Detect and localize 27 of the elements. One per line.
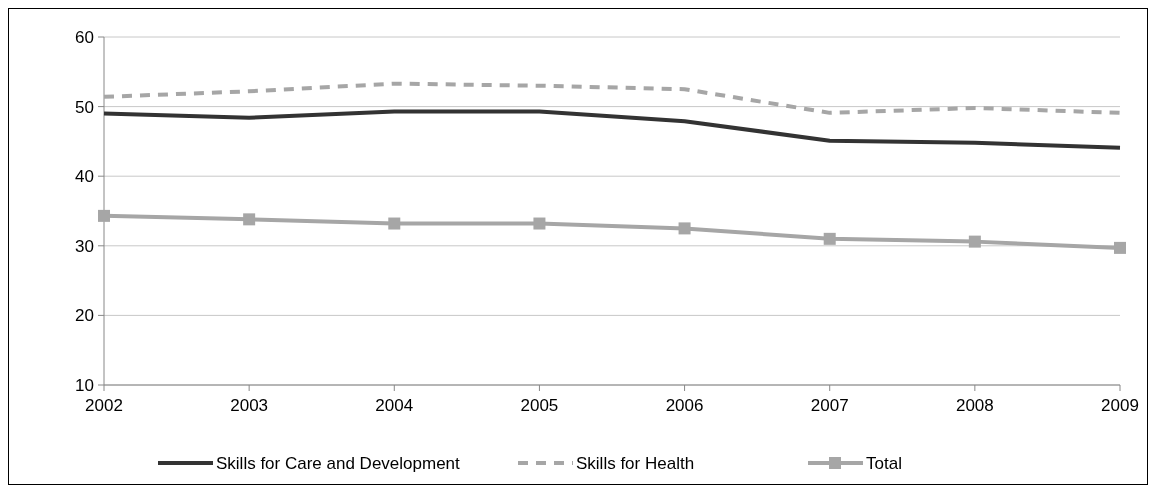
y-tick-label: 40 [75, 167, 94, 187]
x-tick-label: 2009 [1101, 396, 1139, 415]
x-tick-label: 2002 [85, 396, 123, 415]
point [98, 209, 110, 222]
y-tick-label: 10 [75, 375, 94, 395]
point [388, 217, 401, 230]
x-tick-label: 2006 [665, 396, 704, 415]
y-tick-label: 30 [75, 236, 94, 256]
line-series [102, 109, 1122, 150]
y-tick-label: 20 [75, 306, 94, 326]
point [823, 232, 836, 245]
point [968, 235, 981, 248]
y-tick-label: 60 [75, 27, 94, 47]
x-tick-label: 2008 [955, 396, 994, 415]
legend-label: Skills for Care and Development [216, 453, 461, 473]
x-tick-label: 2005 [520, 396, 559, 415]
point [1114, 241, 1126, 254]
x-tick-label: 2003 [230, 396, 269, 415]
point [243, 213, 256, 226]
point [533, 217, 546, 230]
point [678, 222, 691, 235]
legend-label: Total [866, 453, 902, 473]
legend-label: Skills for Health [576, 453, 695, 473]
x-tick-label: 2004 [375, 396, 414, 415]
line-series [102, 81, 1122, 115]
x-tick-label: 2007 [810, 396, 849, 415]
y-tick-label: 50 [75, 97, 94, 117]
